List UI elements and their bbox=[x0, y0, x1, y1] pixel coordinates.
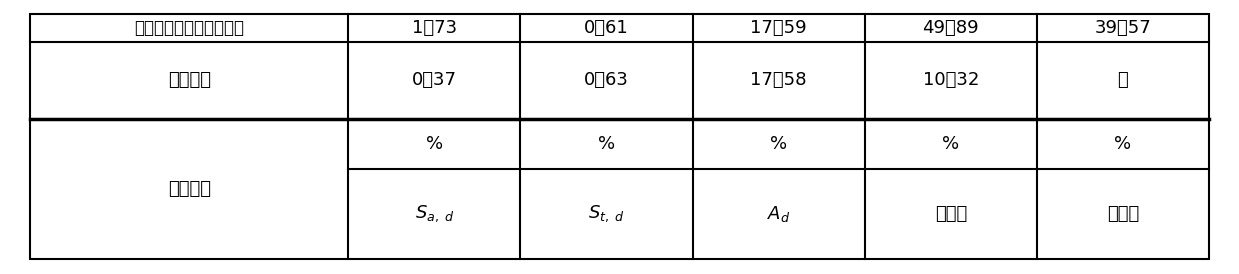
Text: 49．89: 49．89 bbox=[923, 19, 979, 37]
Text: $S_{a,\ d}$: $S_{a,\ d}$ bbox=[415, 204, 455, 224]
Text: 0．37: 0．37 bbox=[411, 72, 457, 90]
Text: 17．59: 17．59 bbox=[751, 19, 807, 37]
Text: %: % bbox=[426, 135, 444, 153]
Text: %: % bbox=[1114, 135, 1131, 153]
Text: 实验组别: 实验组别 bbox=[167, 180, 211, 198]
Text: %: % bbox=[771, 135, 787, 153]
Text: 添加复合添加剂的民用焦: 添加复合添加剂的民用焦 bbox=[134, 19, 244, 37]
Text: －: － bbox=[1118, 72, 1129, 90]
Text: 10．32: 10．32 bbox=[923, 72, 979, 90]
Text: 对照用焦: 对照用焦 bbox=[167, 72, 211, 90]
Bar bbox=[30, 14, 1209, 259]
Text: 39．57: 39．57 bbox=[1094, 19, 1151, 37]
Text: 17．58: 17．58 bbox=[751, 72, 807, 90]
Text: $S_{t,\ d}$: $S_{t,\ d}$ bbox=[589, 204, 624, 224]
Text: $A_{d}$: $A_{d}$ bbox=[767, 204, 790, 224]
Text: %: % bbox=[942, 135, 959, 153]
Text: 提高値: 提高値 bbox=[1106, 205, 1139, 223]
Text: 固硫率: 固硫率 bbox=[934, 205, 966, 223]
Text: 0．63: 0．63 bbox=[584, 72, 629, 90]
Text: 1．73: 1．73 bbox=[411, 19, 457, 37]
Text: %: % bbox=[598, 135, 615, 153]
Text: 0．61: 0．61 bbox=[584, 19, 629, 37]
